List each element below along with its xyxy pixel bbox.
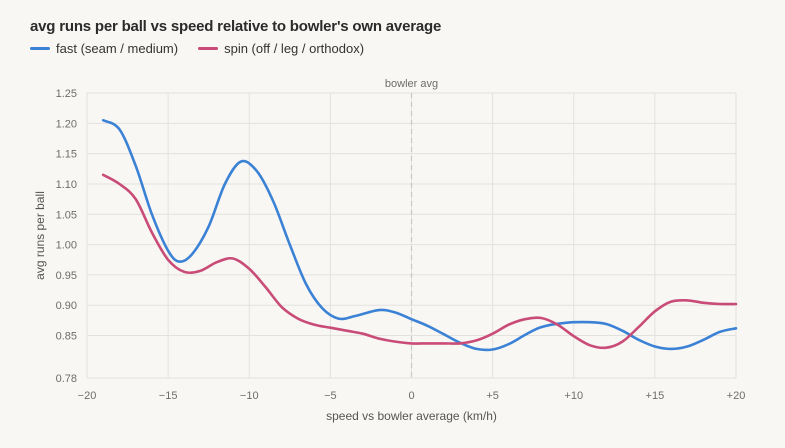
y-tick-label: 1.15 [56,149,77,161]
series-line-fast [101,119,738,352]
x-tick-label: −15 [159,390,178,402]
x-tick-label: +20 [727,390,746,402]
y-tick-label: 1.20 [56,118,77,130]
y-axis-label: avg runs per ball [33,191,47,280]
x-tick-label: +5 [486,390,499,402]
legend-item-spin: spin (off / leg / orthodox) [198,41,364,56]
grid [86,92,737,379]
y-tick-label: 0.85 [56,331,77,343]
x-tick-label: −5 [324,390,337,402]
x-tick-label: +15 [646,390,665,402]
series-group [101,119,738,352]
y-tick-label: 0.95 [56,270,77,282]
legend: fast (seam / medium) spin (off / leg / o… [30,41,364,56]
y-tick-label: 1.05 [56,209,77,221]
legend-swatch-spin [198,47,219,50]
reference-line-label: bowler avg [385,78,438,90]
y-tick-label: 1.25 [56,88,77,100]
x-tick-label: −20 [78,390,97,402]
chart-title: avg runs per ball vs speed relative to b… [30,18,442,35]
x-tick-label: −10 [240,390,259,402]
legend-item-fast: fast (seam / medium) [30,41,178,56]
tick-labels: 0.78 0.85 0.90 0.95 1.00 1.05 1.10 1.15 1.20 1.25… [56,88,746,402]
y-tick-label: 1.00 [56,240,77,252]
y-tick-label: 1.10 [56,179,77,191]
x-axis-label: speed vs bowler average (km/h) [326,409,497,423]
legend-label-fast: fast (seam / medium) [56,41,179,56]
series-line-spin [101,173,738,350]
reference-line-group: bowler avg [385,78,438,378]
legend-swatch-fast [30,47,50,50]
legend-label-spin: spin (off / leg / orthodox) [224,41,365,56]
y-tick-label: 0.90 [56,300,77,312]
y-tick-label: 0.78 [56,373,77,385]
x-tick-label: +10 [564,390,583,402]
x-tick-label: 0 [408,390,414,402]
